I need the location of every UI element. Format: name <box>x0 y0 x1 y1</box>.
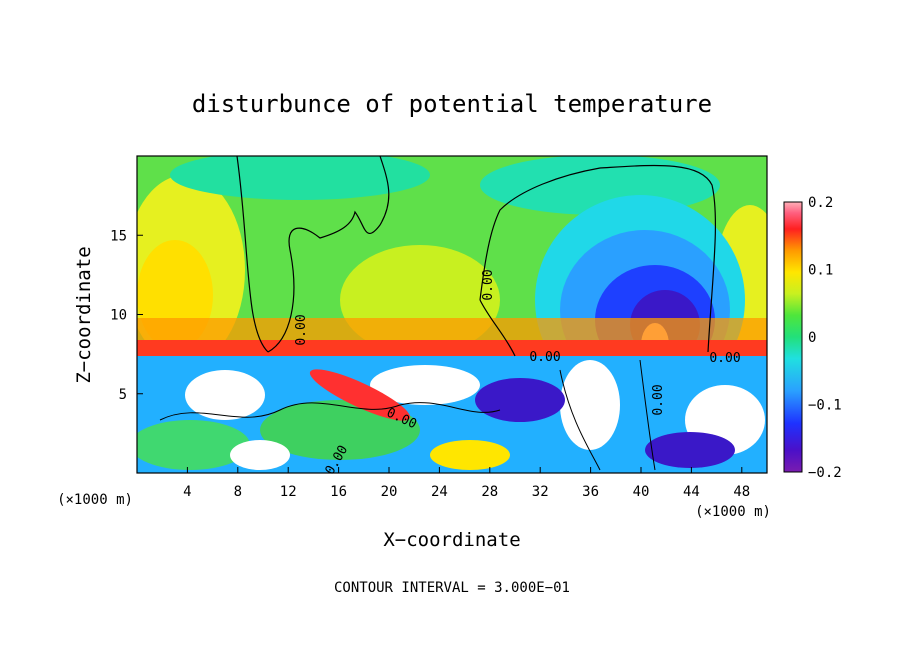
lower-green-left <box>137 420 250 470</box>
heatmap-field <box>137 156 767 473</box>
cyan-band-top <box>170 156 430 200</box>
contour-interval-footer: CONTOUR INTERVAL = 3.000E−01 <box>334 580 570 596</box>
x-tick-label: 16 <box>330 484 347 500</box>
x-unit-left: (×1000 m) <box>57 492 133 508</box>
warm-layer-orange <box>137 318 767 340</box>
lower-white-right <box>560 360 620 450</box>
contour-line-mid <box>479 164 717 353</box>
colorbar-tick-label: 0.2 <box>808 195 833 211</box>
contour-label: 0.00 <box>709 351 740 366</box>
x-unit-right: (×1000 m) <box>695 504 771 520</box>
x-tick-label: 28 <box>481 484 498 500</box>
x-tick-label: 8 <box>234 484 242 500</box>
x-tick-label: 12 <box>280 484 297 500</box>
colorbar <box>783 201 803 473</box>
contour-label: 0.00 <box>651 384 666 415</box>
contour-line-lower <box>159 359 656 471</box>
colorbar-tick-label: 0 <box>808 330 816 346</box>
colorbar-ticks: 0.2 0.1 0 −0.1 −0.2 <box>808 195 842 481</box>
lower-red-streak <box>309 369 411 421</box>
x-tick-label: 24 <box>431 484 448 500</box>
x-axis-label: X−coordinate <box>383 529 520 551</box>
colorbar-tick-label: −0.2 <box>808 465 842 481</box>
x-tick-label: 20 <box>381 484 398 500</box>
contour-line-mid-low <box>479 299 516 357</box>
contour-line-left-lobe <box>267 156 390 353</box>
lower-white-left <box>185 370 265 420</box>
colorbar-tick-label: 0.1 <box>808 263 833 279</box>
lower-purple <box>475 378 565 422</box>
x-axis: 4 8 12 16 20 24 28 32 36 40 44 48 <box>183 467 750 500</box>
contour-line-left <box>236 156 269 353</box>
x-tick-label: 48 <box>733 484 750 500</box>
x-tick-label: 40 <box>633 484 650 500</box>
y-axis-label: Z−coordinate <box>73 246 95 383</box>
lower-white-bottom <box>230 440 290 470</box>
x-tick-label: 44 <box>683 484 700 500</box>
x-tick-label: 32 <box>532 484 549 500</box>
x-tick-label: 4 <box>183 484 191 500</box>
lower-purple-right <box>645 432 735 468</box>
contour-label: 0.00 <box>294 314 309 345</box>
lower-white-mid <box>370 365 480 405</box>
y-tick-label: 10 <box>110 308 127 324</box>
contour-label: 0.00 <box>481 269 496 300</box>
warm-layer-red <box>137 340 767 356</box>
y-tick-label: 5 <box>119 387 127 403</box>
y-axis: 5 10 15 <box>110 228 143 403</box>
lower-yellow <box>430 440 510 470</box>
contour-label: 0.00 <box>529 350 560 365</box>
colorbar-tick-label: −0.1 <box>808 398 842 414</box>
y-tick-label: 15 <box>110 228 127 244</box>
x-tick-label: 36 <box>582 484 599 500</box>
chart-title: disturbunce of potential temperature <box>192 90 712 118</box>
